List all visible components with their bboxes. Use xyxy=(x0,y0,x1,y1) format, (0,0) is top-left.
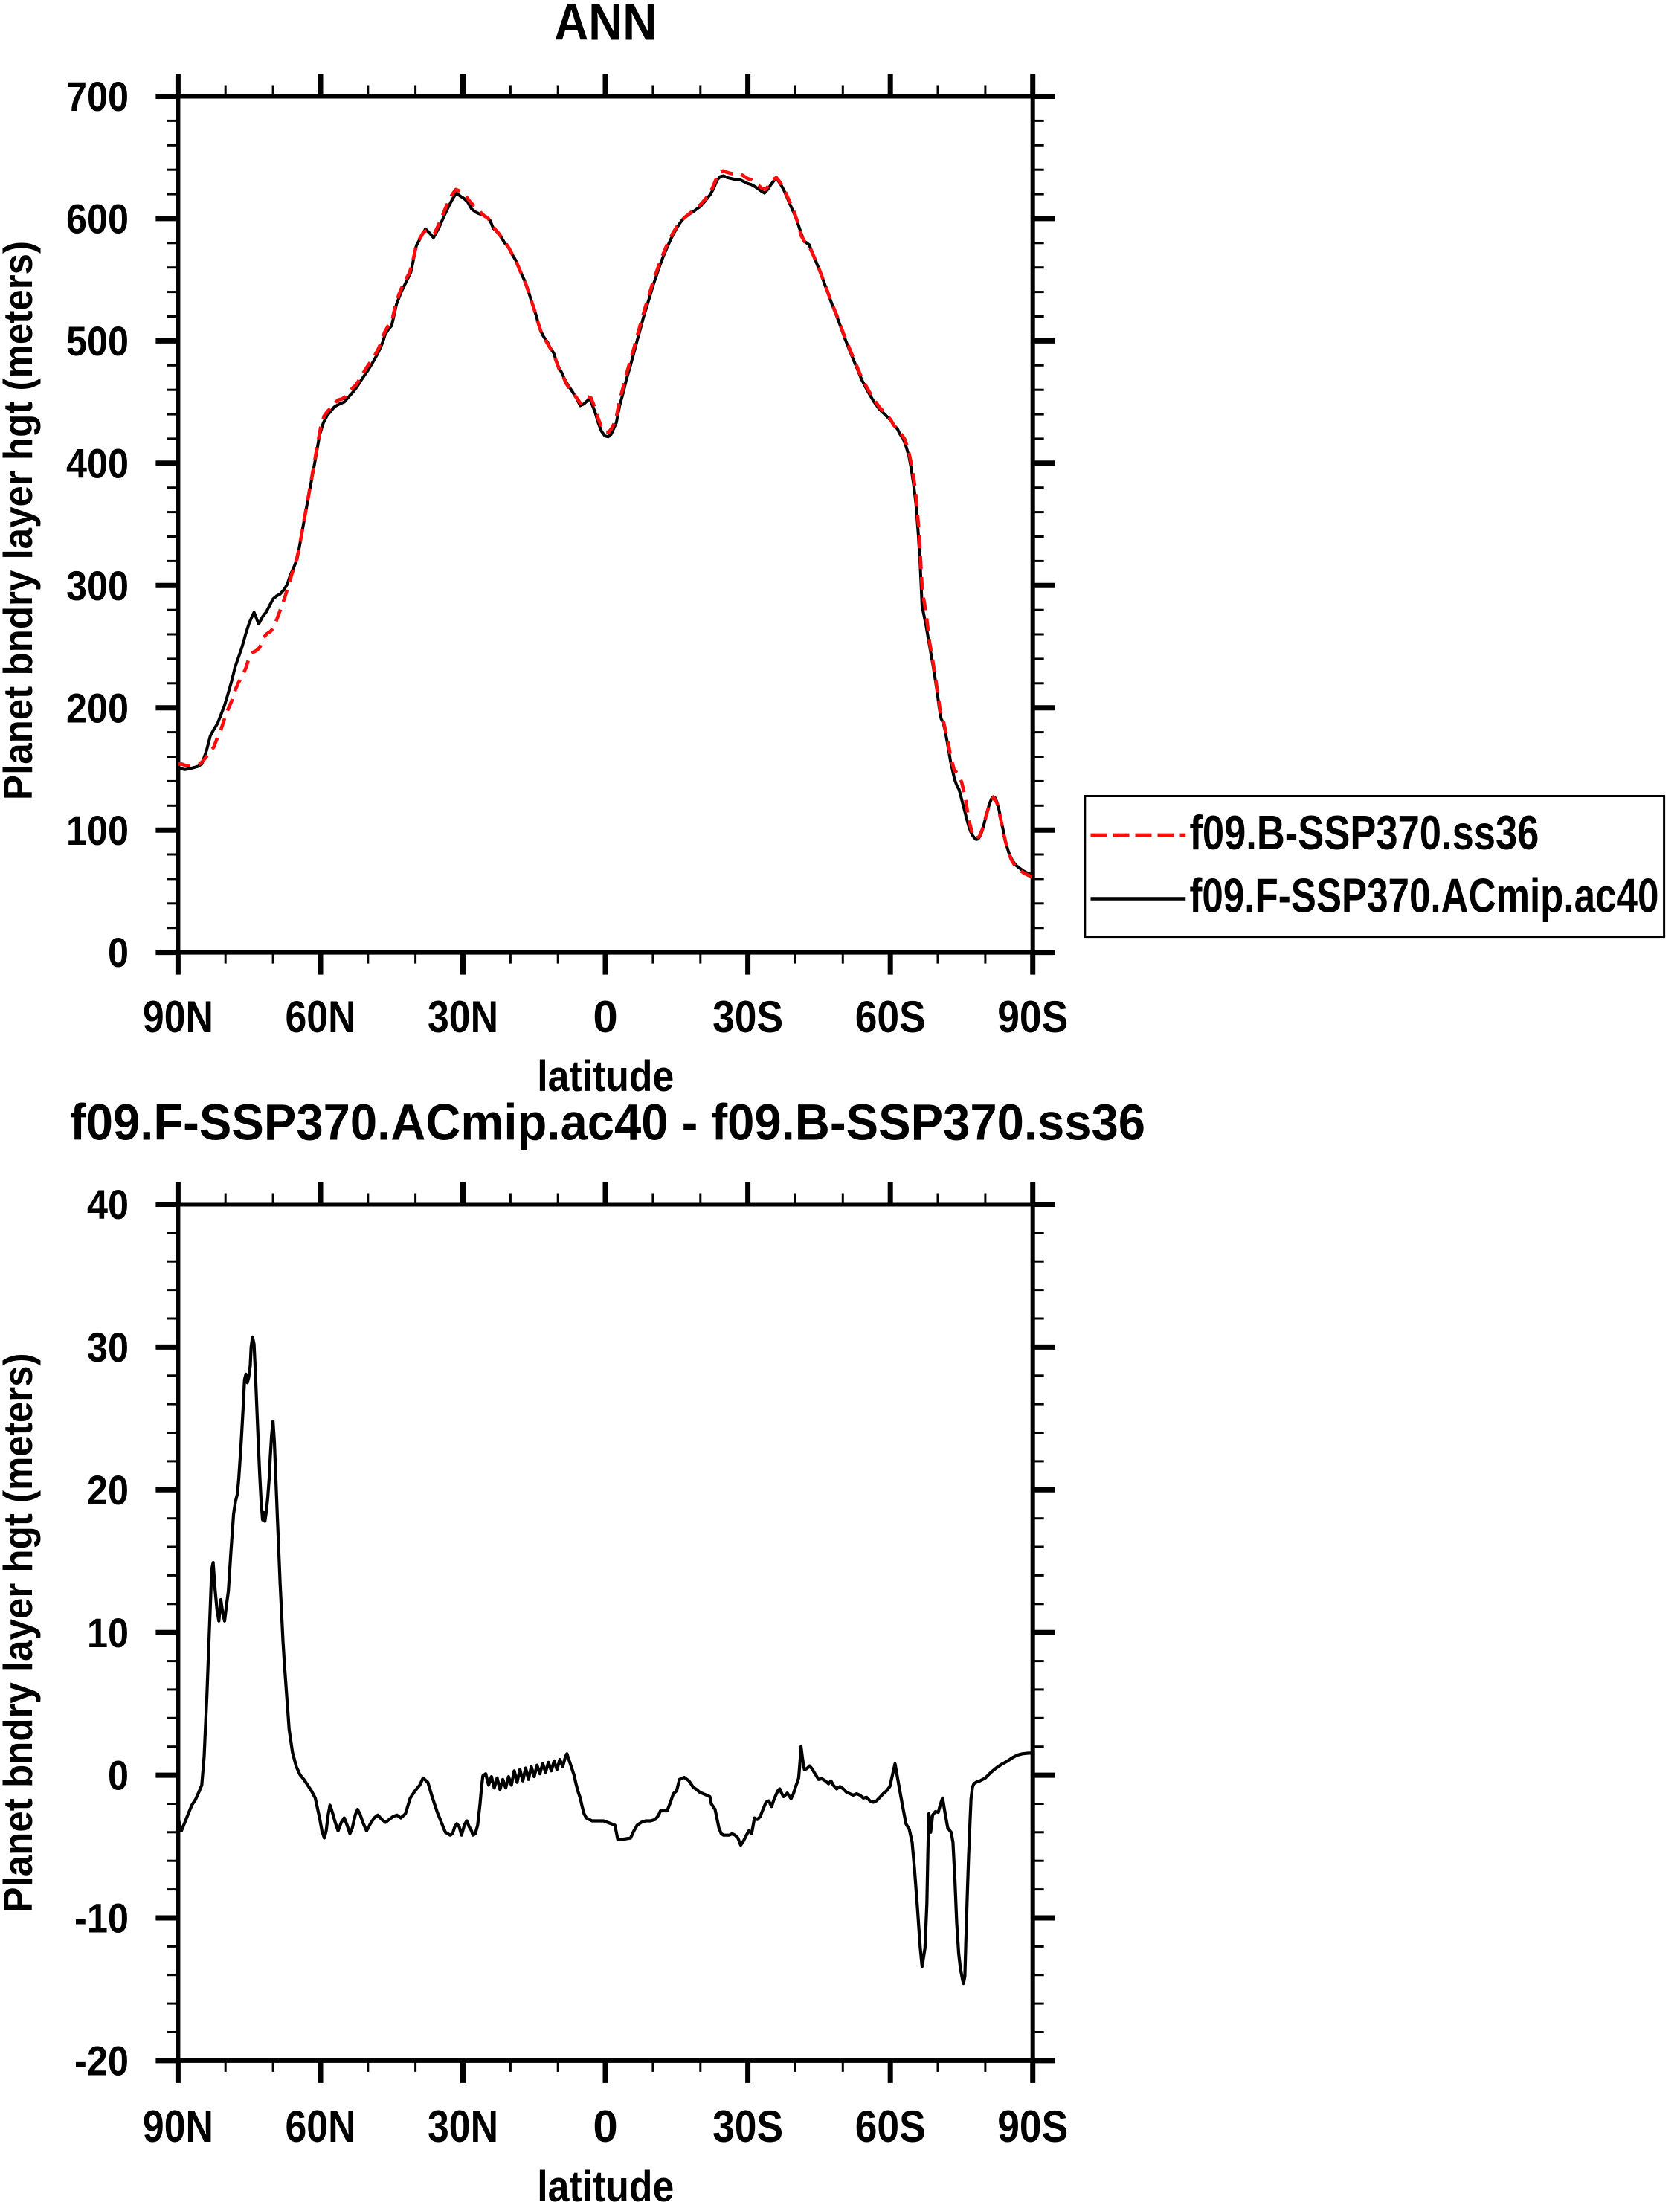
svg-text:Planet bndry layer hgt (meters: Planet bndry layer hgt (meters) xyxy=(0,241,41,800)
svg-text:30S: 30S xyxy=(712,992,783,1042)
svg-text:90S: 90S xyxy=(997,2102,1068,2151)
svg-text:300: 300 xyxy=(66,562,129,609)
svg-text:ANN: ANN xyxy=(554,0,657,51)
svg-text:0: 0 xyxy=(593,992,617,1042)
svg-text:-10: -10 xyxy=(74,1895,129,1942)
svg-text:0: 0 xyxy=(108,929,129,976)
svg-text:600: 600 xyxy=(66,196,129,242)
svg-text:90N: 90N xyxy=(143,2102,213,2151)
svg-text:latitude: latitude xyxy=(537,2163,674,2202)
svg-text:500: 500 xyxy=(66,318,129,364)
svg-text:f09.F-SSP370.ACmip.ac40: f09.F-SSP370.ACmip.ac40 xyxy=(1189,868,1658,922)
svg-text:90S: 90S xyxy=(997,992,1068,1042)
svg-text:30N: 30N xyxy=(428,992,498,1042)
svg-text:0: 0 xyxy=(593,2102,617,2151)
svg-text:200: 200 xyxy=(66,684,129,731)
svg-text:-20: -20 xyxy=(74,2038,129,2085)
svg-text:30N: 30N xyxy=(428,2102,498,2151)
svg-text:60S: 60S xyxy=(855,992,926,1042)
svg-text:Planet bndry layer hgt (meters: Planet bndry layer hgt (meters) xyxy=(0,1353,41,1913)
svg-text:30S: 30S xyxy=(712,2102,783,2151)
svg-text:60N: 60N xyxy=(286,2102,356,2151)
svg-text:400: 400 xyxy=(66,440,129,486)
svg-text:60N: 60N xyxy=(286,992,356,1042)
svg-text:20: 20 xyxy=(87,1467,129,1513)
svg-text:100: 100 xyxy=(66,807,129,854)
svg-text:f09.B-SSP370.ss36: f09.B-SSP370.ss36 xyxy=(1189,805,1539,860)
svg-text:10: 10 xyxy=(87,1609,129,1656)
svg-text:f09.F-SSP370.ACmip.ac40 - f09.: f09.F-SSP370.ACmip.ac40 - f09.B-SSP370.s… xyxy=(70,1093,1145,1150)
svg-text:90N: 90N xyxy=(143,992,213,1042)
svg-text:0: 0 xyxy=(108,1752,129,1799)
svg-text:60S: 60S xyxy=(855,2102,926,2151)
svg-text:40: 40 xyxy=(87,1181,129,1228)
svg-text:latitude: latitude xyxy=(537,1052,674,1101)
svg-text:30: 30 xyxy=(87,1324,129,1371)
svg-text:700: 700 xyxy=(66,73,129,120)
